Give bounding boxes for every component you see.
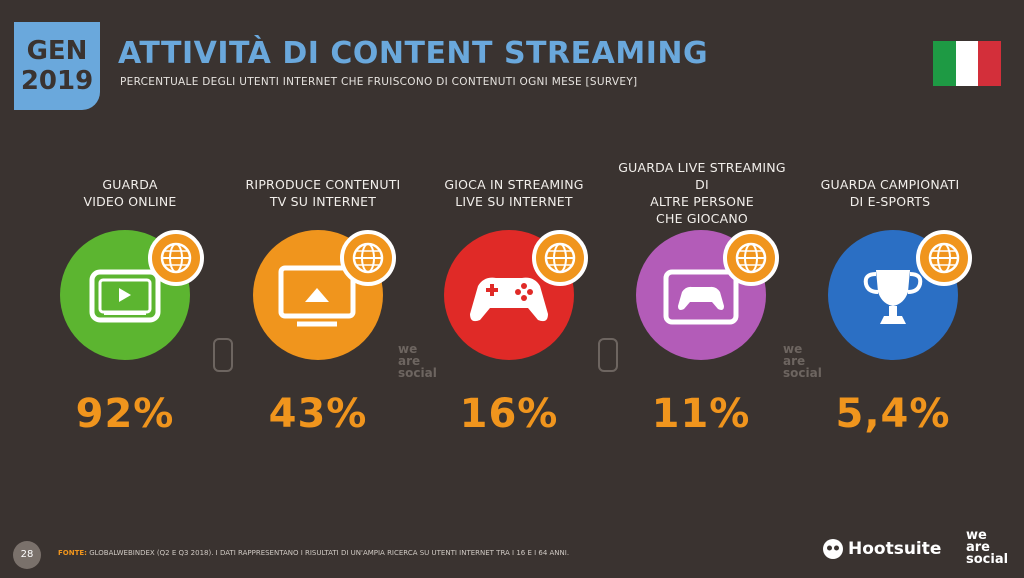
globe-icon xyxy=(723,230,779,286)
stat-value-tv: 43% xyxy=(268,391,368,437)
globe-icon xyxy=(532,230,588,286)
badge-month: GEN xyxy=(26,36,88,66)
trophy-icon xyxy=(863,270,923,324)
stat-value-video: 92% xyxy=(75,391,175,437)
page-subtitle: PERCENTUALE DEGLI UTENTI INTERNET CHE FR… xyxy=(120,76,638,88)
page-number: 28 xyxy=(13,541,41,569)
hootsuite-logo: Hootsuite xyxy=(822,538,941,560)
we-are-social-watermark: we are social xyxy=(783,342,822,380)
italy-flag-icon xyxy=(933,41,1002,86)
item-label-live-streaming: GUARDA LIVE STREAMING DI ALTRE PERSONE CHE… xyxy=(618,160,786,226)
owl-watermark-icon xyxy=(598,338,618,372)
item-label-tv: RIPRODUCE CONTENUTI TV SU INTERNET xyxy=(245,177,401,209)
stat-value-gaming: 16% xyxy=(459,391,559,437)
tv-cast-icon xyxy=(278,265,356,327)
owl-icon xyxy=(823,539,843,559)
item-label-video: GUARDA VIDEO ONLINE xyxy=(83,177,177,209)
gamepad-screen-icon xyxy=(663,269,739,325)
globe-icon xyxy=(340,230,396,286)
item-label-esports: GUARDA CAMPIONATI DI E-SPORTS xyxy=(820,177,960,209)
we-are-social-watermark: we are social xyxy=(398,342,437,380)
page-title: ATTIVITÀ DI CONTENT STREAMING xyxy=(118,36,709,71)
source-note: FONTE: GLOBALWEBINDEX (Q2 E Q3 2018). I … xyxy=(58,549,570,557)
stat-value-esports: 5,4% xyxy=(835,391,951,437)
date-badge: GEN 2019 xyxy=(14,22,100,110)
owl-watermark-icon xyxy=(213,338,233,372)
stat-value-live-streaming: 11% xyxy=(651,391,751,437)
globe-icon xyxy=(148,230,204,286)
globe-icon xyxy=(916,230,972,286)
badge-year: 2019 xyxy=(20,66,94,96)
we-are-social-logo: we are social xyxy=(966,528,1009,567)
video-play-icon xyxy=(89,269,161,323)
gamepad-icon xyxy=(470,277,548,322)
item-label-gaming: GIOCA IN STREAMING LIVE SU INTERNET xyxy=(444,177,584,209)
